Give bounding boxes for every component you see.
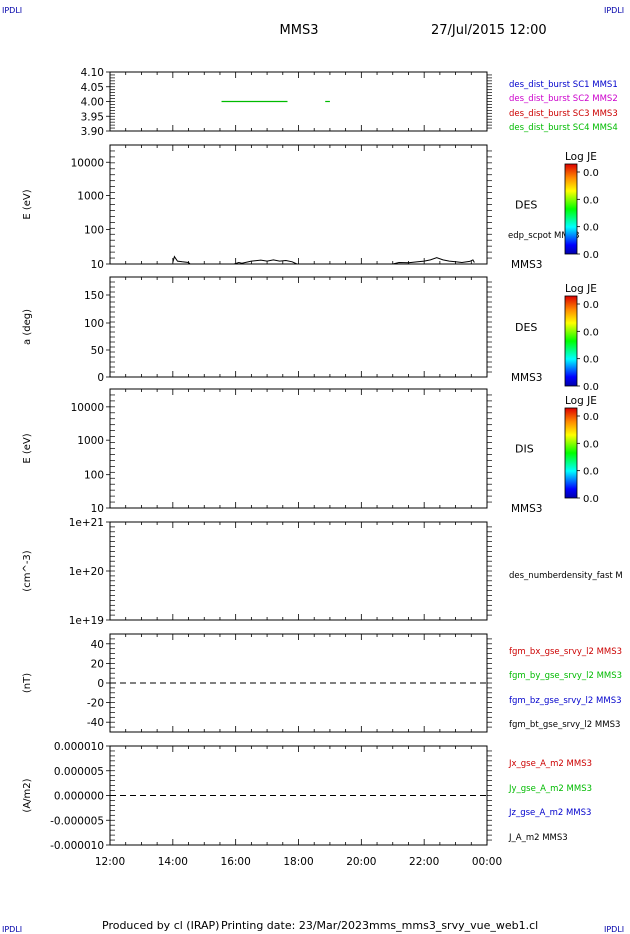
dis-energy-frame bbox=[109, 388, 488, 509]
x-tick-label: 20:00 bbox=[346, 856, 376, 868]
des-energy-data-line bbox=[172, 255, 191, 265]
dis-energy-spacecraft-label: MMS3 bbox=[511, 503, 542, 515]
dis-energy-colorbar-tick-label: 0.0 bbox=[583, 467, 599, 478]
corner-label-bottom-left: IPDLI bbox=[2, 925, 22, 934]
dis-energy-colorbar-tick-label: 0.0 bbox=[583, 412, 599, 423]
dis-energy-y-axis-label: E (eV) bbox=[22, 433, 33, 463]
des-energy-y-axis-label: E (eV) bbox=[22, 189, 33, 219]
des-energy-data-line bbox=[233, 259, 298, 265]
current-legend-entry: J_A_m2 MMS3 bbox=[508, 833, 568, 843]
dis-energy-colorbar-title: Log JE bbox=[565, 395, 597, 407]
footer-printing-date: Printing date: 23/Mar/2023 bbox=[221, 919, 369, 932]
x-tick-label: 14:00 bbox=[158, 856, 188, 868]
page-title: MMS3 bbox=[280, 23, 319, 38]
page-datetime: 27/Jul/2015 12:00 bbox=[431, 23, 547, 38]
footer-produced-by: Produced by cl (IRAP) bbox=[102, 919, 219, 932]
des-energy-colorbar-tick-label: 0.0 bbox=[583, 250, 599, 261]
ephemeris-legend-entry: des_dist_burst SC2 MMS2 bbox=[509, 94, 618, 104]
magnetic-field-y-tick-label: 0 bbox=[97, 678, 104, 690]
des-energy-spacecraft-label: MMS3 bbox=[511, 259, 542, 271]
ephemeris-legend-entry: des_dist_burst SC3 MMS3 bbox=[509, 109, 618, 119]
density-y-tick-label: 1e+21 bbox=[69, 517, 104, 529]
current-y-axis-label: (A/m2) bbox=[22, 778, 33, 812]
ephemeris-frame bbox=[109, 71, 488, 132]
current-y-tick-label: -0.000010 bbox=[50, 840, 104, 852]
ephemeris-legend-entry: des_dist_burst SC4 MMS4 bbox=[509, 123, 618, 133]
dis-energy-y-tick-label: 1000 bbox=[77, 435, 104, 447]
des-energy-colorbar-tick-label: 0.0 bbox=[583, 223, 599, 234]
dis-energy-y-tick-label: 100 bbox=[84, 470, 104, 482]
current-y-tick-label: 0.000005 bbox=[54, 766, 104, 778]
des-pitch-colorbar-tick-label: 0.0 bbox=[583, 382, 599, 393]
dis-energy-y-tick-label: 10 bbox=[91, 503, 104, 515]
density-y-tick-label: 1e+19 bbox=[69, 615, 104, 627]
x-tick-label: 00:00 bbox=[472, 856, 502, 868]
des-pitch-y-tick-label: 0 bbox=[97, 372, 104, 384]
ephemeris-y-tick-label: 4.10 bbox=[81, 67, 104, 79]
des-pitch-side-label: DES bbox=[515, 321, 537, 334]
des-pitch-y-tick-label: 100 bbox=[84, 318, 104, 330]
dis-energy-y-tick-label: 10000 bbox=[71, 402, 104, 414]
des-energy-y-tick-label: 10000 bbox=[71, 157, 104, 169]
dis-energy-colorbar bbox=[564, 407, 578, 499]
des-energy-y-tick-label: 100 bbox=[84, 225, 104, 237]
ephemeris-y-tick-label: 3.95 bbox=[81, 111, 104, 123]
des-energy-overlay-label: edp_scpot MMS3 bbox=[508, 231, 579, 241]
dis-energy-colorbar-tick-label: 0.0 bbox=[583, 494, 599, 505]
ephemeris-y-tick-label: 4.00 bbox=[81, 97, 104, 109]
ephemeris-y-tick-label: 4.05 bbox=[81, 82, 104, 94]
dis-energy-colorbar-tick-label: 0.0 bbox=[583, 439, 599, 450]
ephemeris-legend-entry: des_dist_burst SC1 MMS1 bbox=[509, 80, 618, 90]
magnetic-field-legend-entry: fgm_by_gse_srvy_l2 MMS3 bbox=[509, 671, 622, 681]
dis-energy-side-label: DIS bbox=[515, 443, 534, 456]
des-pitch-colorbar-title: Log JE bbox=[565, 283, 597, 295]
current-legend-entry: Jz_gse_A_m2 MMS3 bbox=[508, 808, 591, 818]
current-y-tick-label: -0.000005 bbox=[50, 815, 104, 827]
des-energy-colorbar-tick-label: 0.0 bbox=[583, 195, 599, 206]
current-y-tick-label: 0.000010 bbox=[54, 741, 104, 753]
magnetic-field-legend-entry: fgm_bx_gse_srvy_l2 MMS3 bbox=[509, 647, 622, 657]
current-legend-entry: Jx_gse_A_m2 MMS3 bbox=[508, 759, 592, 769]
corner-label-bottom-right: IPDLI bbox=[604, 925, 624, 934]
footer-script-name: mms_mms3_srvy_vue_web1.cl bbox=[369, 919, 538, 932]
ephemeris-y-tick-label: 3.90 bbox=[81, 126, 104, 138]
current-legend-entry: Jy_gse_A_m2 MMS3 bbox=[508, 784, 592, 794]
des-pitch-colorbar-tick-label: 0.0 bbox=[583, 327, 599, 338]
des-energy-colorbar bbox=[564, 163, 578, 255]
x-tick-label: 18:00 bbox=[283, 856, 313, 868]
density-frame bbox=[109, 521, 488, 621]
x-tick-label: 22:00 bbox=[409, 856, 439, 868]
des-pitch-y-axis-label: a (deg) bbox=[22, 309, 33, 345]
des-pitch-y-tick-label: 50 bbox=[91, 345, 104, 357]
des-pitch-colorbar-tick-label: 0.0 bbox=[583, 300, 599, 311]
magnetic-field-y-tick-label: -40 bbox=[87, 717, 104, 729]
des-energy-side-label: DES bbox=[515, 199, 537, 212]
magnetic-field-legend-entry: fgm_bt_gse_srvy_l2 MMS3 bbox=[509, 720, 620, 730]
des-energy-colorbar-title: Log JE bbox=[565, 151, 597, 163]
current-y-tick-label: 0.000000 bbox=[54, 791, 104, 803]
density-legend-entry: des_numberdensity_fast M bbox=[509, 571, 623, 581]
des-energy-y-tick-label: 1000 bbox=[77, 191, 104, 203]
magnetic-field-y-axis-label: (nT) bbox=[22, 673, 33, 693]
des-pitch-y-tick-label: 150 bbox=[84, 290, 104, 302]
x-tick-label: 16:00 bbox=[221, 856, 251, 868]
x-tick-label: 12:00 bbox=[95, 856, 125, 868]
density-y-tick-label: 1e+20 bbox=[69, 566, 104, 578]
des-pitch-colorbar-tick-label: 0.0 bbox=[583, 355, 599, 366]
des-energy-colorbar-tick-label: 0.0 bbox=[583, 168, 599, 179]
des-energy-data-line bbox=[392, 257, 475, 265]
magnetic-field-y-tick-label: 20 bbox=[91, 658, 104, 670]
des-energy-frame bbox=[109, 144, 488, 265]
des-pitch-spacecraft-label: MMS3 bbox=[511, 372, 542, 384]
des-energy-y-tick-label: 10 bbox=[91, 259, 104, 271]
corner-label-top-right: IPDLI bbox=[604, 6, 624, 15]
corner-label-top-left: IPDLI bbox=[2, 6, 22, 15]
magnetic-field-legend-entry: fgm_bz_gse_srvy_l2 MMS3 bbox=[509, 696, 622, 706]
magnetic-field-y-tick-label: -20 bbox=[87, 698, 104, 710]
plot-panels: 4.10 4.05 4.00 3.95 3.90 des_dist_burst SC1 M… bbox=[22, 67, 623, 868]
magnetic-field-y-tick-label: 40 bbox=[91, 639, 104, 651]
density-y-axis-label: (cm^-3) bbox=[22, 550, 33, 591]
des-pitch-frame bbox=[109, 276, 488, 378]
des-pitch-colorbar bbox=[564, 295, 578, 387]
